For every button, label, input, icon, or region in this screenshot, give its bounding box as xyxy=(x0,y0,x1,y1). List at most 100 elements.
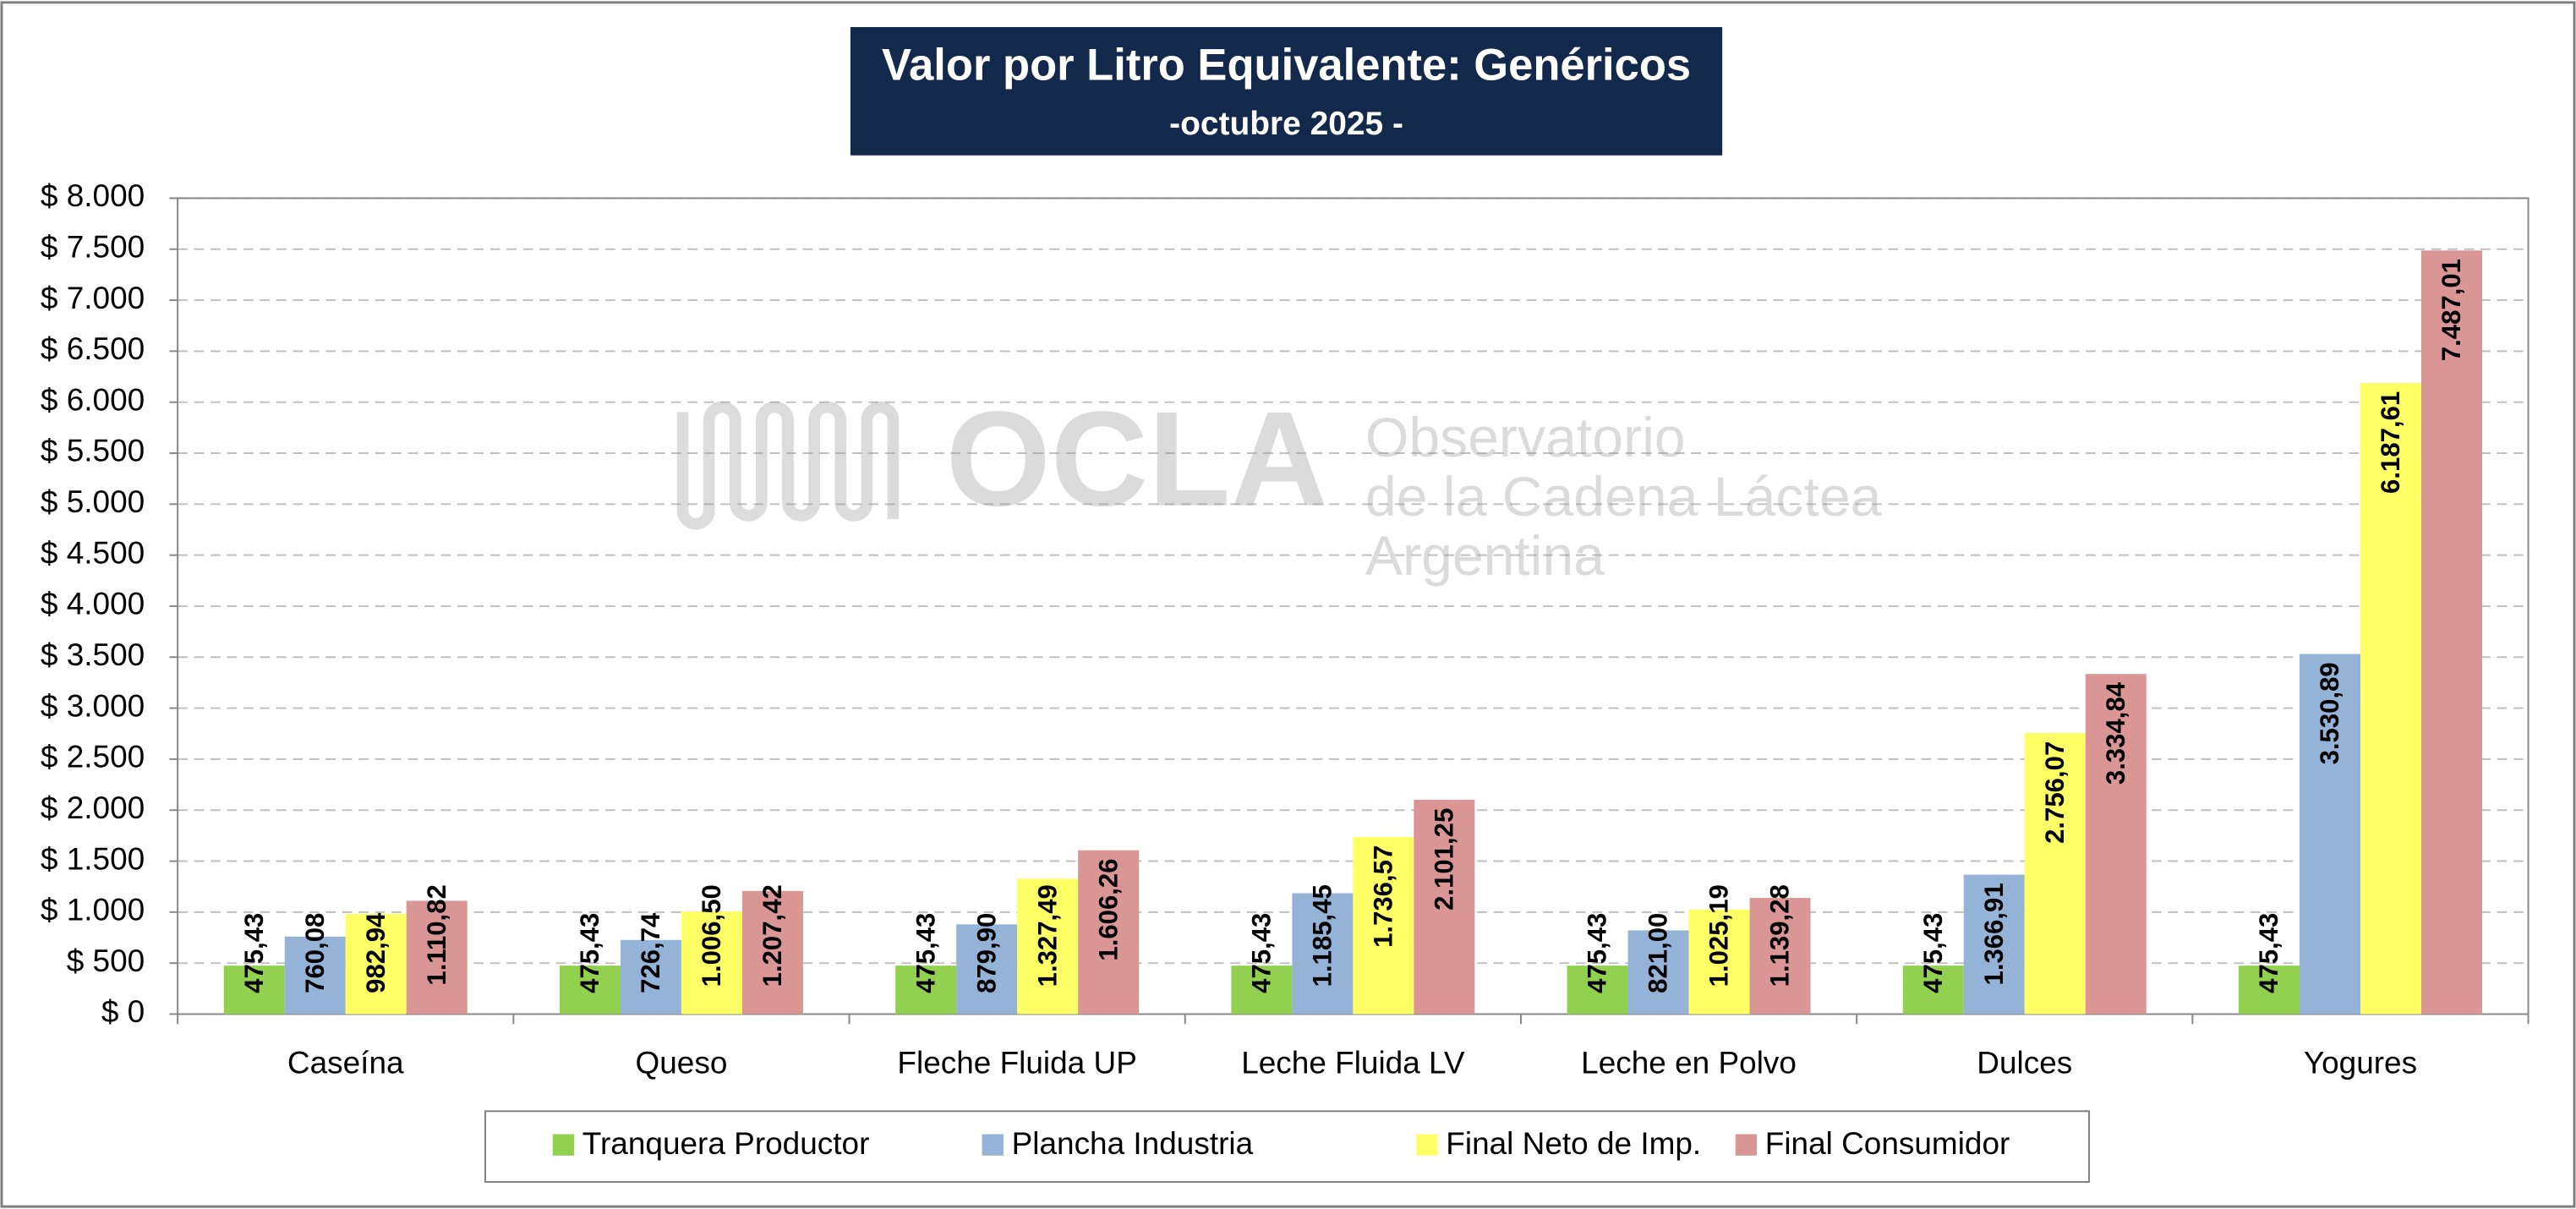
bar xyxy=(956,924,1018,1015)
data-label: 1.006,50 xyxy=(697,884,726,987)
y-tick-label: $ 1.000 xyxy=(41,893,145,927)
bar xyxy=(2238,966,2300,1015)
x-tick-label: Yogures xyxy=(2304,1046,2417,1080)
bar xyxy=(2360,383,2421,1015)
data-label: 1.207,42 xyxy=(757,884,787,987)
data-label: 475,43 xyxy=(1918,913,1948,993)
data-label: 475,43 xyxy=(239,913,269,993)
data-label: 475,43 xyxy=(911,913,940,993)
bar xyxy=(1749,898,1811,1015)
data-label: 475,43 xyxy=(2254,913,2283,993)
y-tick-label: $ 5.000 xyxy=(41,484,145,519)
data-label: 1.327,49 xyxy=(1032,884,1062,987)
data-label: 7.487,01 xyxy=(2437,259,2466,361)
data-label: 760,08 xyxy=(300,913,330,993)
data-label: 1.606,26 xyxy=(1093,858,1123,960)
data-label: 6.187,61 xyxy=(2376,391,2405,494)
y-tick-label: $ 500 xyxy=(67,944,145,978)
y-tick-label: $ 6.000 xyxy=(41,382,145,417)
title-box xyxy=(850,27,1723,156)
data-label: 2.101,25 xyxy=(1430,808,1459,911)
bar xyxy=(741,890,803,1015)
x-tick-label: Queso xyxy=(636,1046,728,1080)
y-tick-label: $ 3.500 xyxy=(41,637,145,672)
data-label: 475,43 xyxy=(1583,913,1612,993)
bar xyxy=(284,936,346,1015)
bar xyxy=(1688,909,1750,1015)
x-tick-label: Leche Fluida LV xyxy=(1241,1046,1465,1080)
y-tick-label: $ 3.000 xyxy=(41,688,145,723)
bar xyxy=(2299,654,2360,1015)
data-label: 1.139,28 xyxy=(1765,884,1795,987)
bar xyxy=(1963,874,2025,1015)
y-tick-label: $ 0 xyxy=(101,994,145,1029)
legend-swatch xyxy=(1416,1134,1438,1156)
data-label: 2.756,07 xyxy=(2040,741,2070,844)
bar xyxy=(559,966,621,1015)
data-label: 475,43 xyxy=(1247,913,1277,993)
bar xyxy=(1078,850,1140,1015)
y-tick-label: $ 2.000 xyxy=(41,790,145,825)
y-tick-label: $ 2.500 xyxy=(41,740,145,774)
bar xyxy=(1292,893,1354,1015)
data-label: 1.736,57 xyxy=(1369,845,1398,948)
y-tick-label: $ 7.000 xyxy=(41,281,145,315)
y-tick-label: $ 4.000 xyxy=(41,587,145,621)
legend-label: Final Consumidor xyxy=(1765,1126,2010,1161)
watermark-text: OCLA xyxy=(946,384,1328,534)
bar xyxy=(1627,930,1689,1015)
watermark-text: Observatorio xyxy=(1365,407,1686,469)
x-tick-label: Dulces xyxy=(1977,1046,2072,1080)
bar xyxy=(620,939,681,1015)
data-label: 3.530,89 xyxy=(2315,662,2344,764)
y-tick-label: $ 8.000 xyxy=(41,178,145,213)
bar xyxy=(895,966,957,1015)
data-label: 726,74 xyxy=(636,912,665,993)
watermark-logo xyxy=(676,401,900,530)
watermark: OCLA Observatorio de la Cadena Láctea Ar… xyxy=(676,384,1882,588)
bar xyxy=(2420,250,2482,1015)
bar xyxy=(1017,878,1079,1015)
legend-swatch xyxy=(982,1134,1004,1156)
data-label: 1.025,19 xyxy=(1704,884,1734,987)
data-label: 879,90 xyxy=(971,913,1001,993)
y-tick-label: $ 7.500 xyxy=(41,229,145,264)
legend-box xyxy=(484,1110,2091,1183)
data-label: 1.185,45 xyxy=(1308,884,1337,987)
watermark-text: Argentina xyxy=(1365,525,1605,588)
watermark-text: de la Cadena Láctea xyxy=(1365,466,1882,528)
x-tick-label: Fleche Fluida UP xyxy=(897,1046,1136,1080)
chart-subtitle: -octubre 2025 - xyxy=(1169,106,1403,142)
data-label: 1.110,82 xyxy=(422,884,451,985)
bar xyxy=(1567,966,1628,1015)
bar xyxy=(1353,836,1414,1015)
data-label: 982,94 xyxy=(361,912,391,993)
legend-swatch xyxy=(1735,1134,1758,1156)
y-tick-label: $ 1.500 xyxy=(41,841,145,876)
data-label: 475,43 xyxy=(575,913,604,993)
bar xyxy=(345,913,407,1015)
legend-label: Final Neto de Imp. xyxy=(1446,1126,1701,1161)
bar xyxy=(1414,800,1475,1015)
data-label: 1.366,91 xyxy=(1979,883,2009,985)
legend-swatch xyxy=(552,1134,575,1156)
bar xyxy=(2085,674,2147,1015)
legend-label: Plancha Industria xyxy=(1012,1126,1254,1161)
y-tick-label: $ 6.500 xyxy=(41,331,145,366)
legend-label: Tranquera Productor xyxy=(582,1126,870,1161)
y-tick-label: $ 4.500 xyxy=(41,535,145,570)
bar xyxy=(2024,733,2086,1015)
bar xyxy=(406,900,468,1015)
bar xyxy=(1902,966,1964,1015)
bar xyxy=(223,966,285,1015)
x-tick-label: Leche en Polvo xyxy=(1581,1046,1797,1080)
bar xyxy=(681,911,742,1015)
chart-title: Valor por Litro Equivalente: Genéricos xyxy=(882,41,1691,90)
data-label: 821,00 xyxy=(1643,913,1673,993)
data-label: 3.334,84 xyxy=(2101,681,2130,785)
y-tick-label: $ 5.500 xyxy=(41,434,145,468)
x-tick-label: Caseína xyxy=(287,1046,404,1080)
